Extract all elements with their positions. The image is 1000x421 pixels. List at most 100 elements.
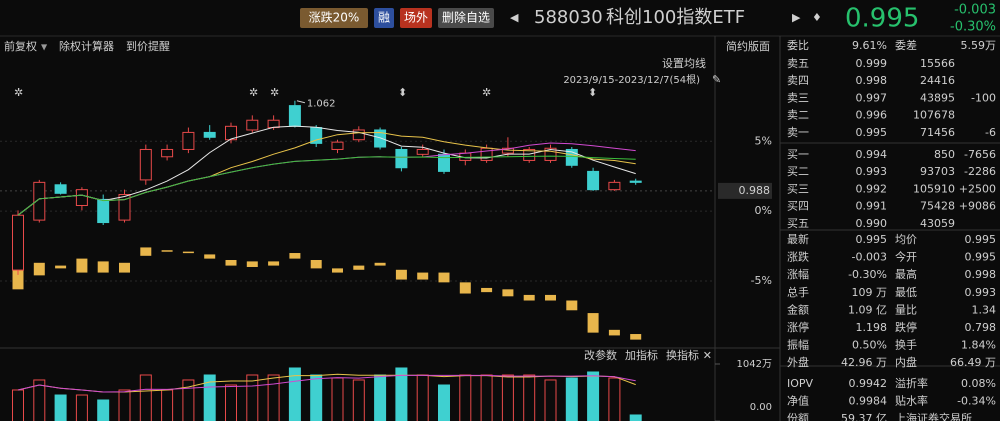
stat-value: 0.08% xyxy=(961,377,996,390)
y-tick-label: 1042万 xyxy=(737,359,772,370)
volume-bar xyxy=(480,374,493,421)
compare-candle xyxy=(55,265,67,269)
y-tick-label: 0% xyxy=(755,204,772,217)
book-change: -6 xyxy=(985,126,996,139)
notify-icon[interactable]: ♦ xyxy=(812,11,822,24)
compare-candle xyxy=(204,254,216,259)
compare-candle xyxy=(119,262,130,273)
candle-body xyxy=(480,147,493,161)
candle-body xyxy=(395,148,408,169)
compare-candle xyxy=(438,272,450,283)
tag-label[interactable]: 融 xyxy=(378,11,390,25)
volume-bar xyxy=(203,374,216,421)
tag-label[interactable]: 场外 xyxy=(404,11,428,25)
icon: ✲ xyxy=(482,86,491,99)
y-tick-label: -5% xyxy=(751,274,772,287)
book-label: 买一 xyxy=(787,148,809,161)
book-price: 0.990 xyxy=(856,217,888,230)
compare-candle xyxy=(246,261,258,267)
stat-value: -0.003 xyxy=(852,251,887,264)
candle-body xyxy=(629,180,642,183)
book-label: 买五 xyxy=(787,217,809,230)
stat-label: 溢折率 xyxy=(895,376,928,390)
volume-bar xyxy=(352,379,365,421)
stat-label: 涨幅 xyxy=(787,268,809,281)
stat-value: 109 万 xyxy=(852,286,888,299)
compare-candle xyxy=(12,265,24,290)
indicator-button[interactable]: 加指标 xyxy=(625,348,658,362)
pin-icon[interactable]: ✎ xyxy=(712,73,721,86)
volume-bar xyxy=(54,394,67,421)
quote-value: 9.61% xyxy=(852,39,887,52)
quote-label: 委差 xyxy=(895,38,917,52)
toolbar-button[interactable]: 前复权 xyxy=(4,39,37,53)
toolbar-button[interactable]: 除权计算器 xyxy=(59,39,114,53)
tag[interactable] xyxy=(438,8,494,28)
compare-candle xyxy=(459,282,471,294)
tag[interactable] xyxy=(300,8,368,28)
compare-candle xyxy=(353,265,365,270)
layout-button[interactable]: 简约版面 xyxy=(726,39,770,53)
stat-value: 42.96 万 xyxy=(841,356,887,369)
last-price: 0.995 xyxy=(845,4,919,34)
volume-bar xyxy=(523,374,536,421)
candle-body xyxy=(182,131,195,150)
tag[interactable] xyxy=(400,8,432,28)
dropdown: ▼ xyxy=(41,43,48,52)
compare-candle xyxy=(545,294,556,301)
icon: ⬍ xyxy=(398,86,407,99)
tag-label[interactable]: 涨跌20% xyxy=(309,10,360,25)
quote-value: 5.59万 xyxy=(961,39,997,52)
stat-value: 0.995 xyxy=(965,233,997,246)
candle-body xyxy=(267,119,280,129)
volume-bar xyxy=(608,377,621,421)
tag[interactable] xyxy=(374,8,394,28)
close-icon[interactable]: ✕ xyxy=(703,349,712,362)
book-volume: 75428 xyxy=(920,200,955,213)
indicator-button[interactable]: 改参数 xyxy=(584,348,617,362)
stat-value: 0.998 xyxy=(965,268,997,281)
toolbar-button[interactable]: 到价提醒 xyxy=(126,40,170,53)
compare-candle xyxy=(587,313,599,333)
candle-body xyxy=(12,214,24,271)
volume-bar xyxy=(565,377,578,421)
book-label: 卖三 xyxy=(787,91,809,104)
stat-label: 涨停 xyxy=(787,320,809,334)
tag-label[interactable]: 删除自选 xyxy=(442,10,490,25)
book-label: 买四 xyxy=(787,200,809,213)
indicator-button[interactable]: 换指标 xyxy=(666,348,699,362)
compare-candle xyxy=(140,247,152,256)
stat-label: 内盘 xyxy=(895,355,917,369)
book-volume: 850 xyxy=(934,148,955,161)
book-volume: 71456 xyxy=(920,126,955,139)
book-volume: 43895 xyxy=(920,91,955,104)
ma-button[interactable]: 设置均线 xyxy=(662,56,706,70)
icon: ✲ xyxy=(270,86,279,99)
stat-value: 0.50% xyxy=(852,339,887,352)
stat-value: -0.30% xyxy=(848,268,887,281)
range: 2023/9/15-2023/12/7(54根) xyxy=(563,73,700,86)
change: -0.003 xyxy=(954,3,996,18)
volume-bar xyxy=(501,374,514,421)
book-change: -7656 xyxy=(964,148,996,161)
book-price: 0.993 xyxy=(856,165,888,178)
change-pct: -0.30% xyxy=(950,20,996,35)
book-label: 买二 xyxy=(787,165,809,178)
book-volume: 43059 xyxy=(920,217,955,230)
y-tick-label: 5% xyxy=(755,134,772,147)
compare-candle xyxy=(76,258,88,273)
nav-arrow[interactable]: ▶ xyxy=(792,11,801,24)
volume-bar xyxy=(459,374,472,421)
compare-candle xyxy=(481,287,493,293)
volume-bar xyxy=(75,394,88,421)
stat-value: 1.84% xyxy=(961,339,996,352)
moving-average xyxy=(17,155,636,216)
stat-label: 均价 xyxy=(895,233,917,246)
stat-value: 0.9984 xyxy=(849,394,888,407)
book-volume: 105910 xyxy=(913,182,955,195)
book-label: 卖五 xyxy=(787,57,809,70)
candle-body xyxy=(118,194,131,221)
stat-label: 最高 xyxy=(895,267,917,281)
nav-arrow[interactable]: ◀ xyxy=(510,11,519,24)
quote-label: 委比 xyxy=(787,39,809,52)
